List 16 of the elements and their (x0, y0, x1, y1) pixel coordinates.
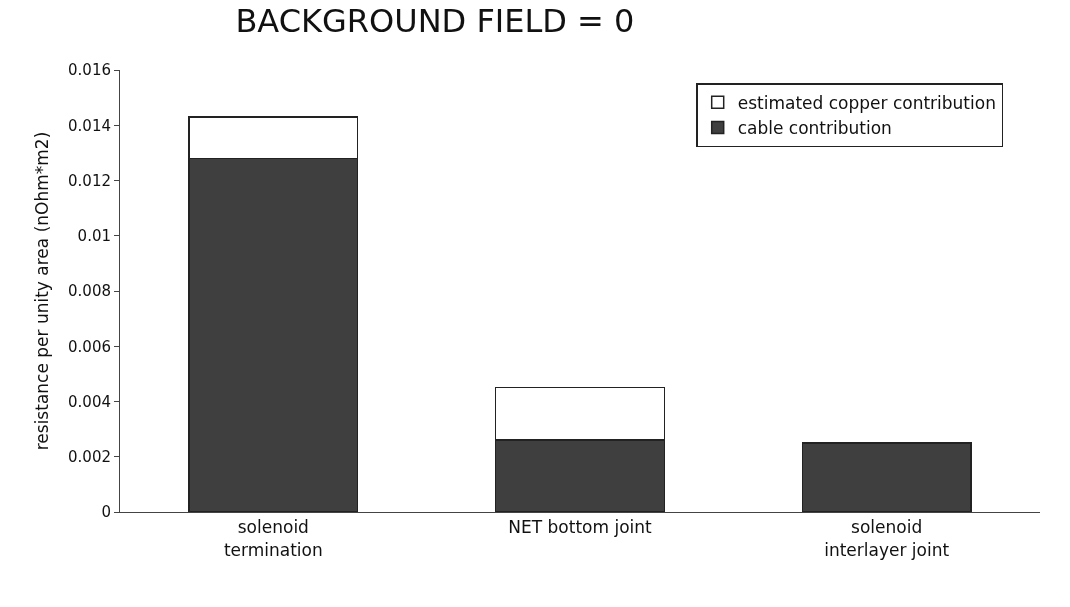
y-tick-label: 0.016 (68, 61, 111, 80)
y-tick-label: 0.014 (68, 116, 111, 135)
y-tick-label: 0.006 (68, 337, 111, 356)
y-tick-label: 0.008 (68, 282, 111, 301)
y-tick-label: 0.012 (68, 171, 111, 190)
y-tick-label: 0.004 (68, 392, 111, 411)
legend-label: cable contribution (737, 118, 892, 139)
y-axis-title: resistance per unity area (nOhm*m2) (31, 131, 52, 451)
y-tick-label: 0 (101, 503, 111, 522)
y-tick-label: 0.01 (77, 227, 111, 245)
chart-title: BACKGROUND FIELD = 0 (235, 1, 635, 40)
y-tick-label: 0.002 (68, 448, 111, 466)
legend-label: estimated copper contribution (737, 92, 996, 113)
x-tick-label: NET bottom joint (508, 517, 653, 538)
x-tick-label: solenoid termination (223, 517, 323, 560)
x-tick-label: solenoid interlayer joint (824, 517, 950, 560)
